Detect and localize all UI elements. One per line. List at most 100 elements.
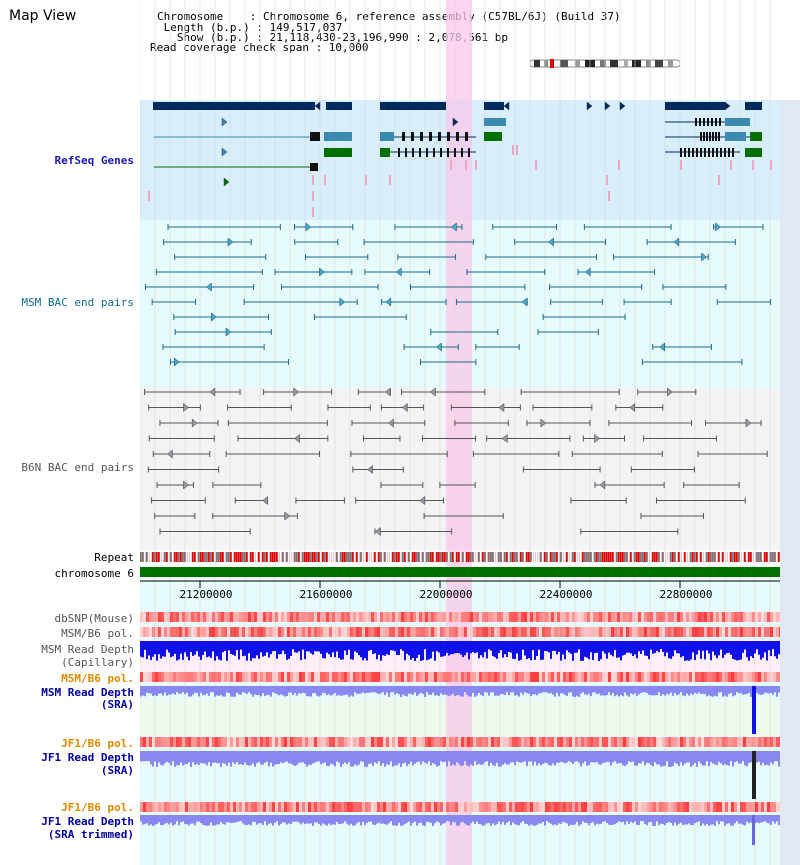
depth-bar (668, 641, 670, 659)
msm-bac-track[interactable] (144, 222, 772, 367)
depth-bar (700, 751, 702, 764)
depth-bar (632, 686, 634, 695)
depth-bar (374, 641, 376, 654)
heat-cell (485, 672, 488, 682)
heat-cell (755, 802, 758, 812)
depth-bar (312, 641, 314, 655)
depth-bar (560, 815, 562, 824)
depth-bar (652, 686, 654, 696)
depth-bar (562, 751, 564, 763)
depth-bar (328, 641, 330, 655)
depth-bar (326, 815, 328, 826)
depth-bar (232, 815, 234, 823)
depth-bar (160, 641, 162, 659)
heat-cell (686, 627, 689, 637)
heat-cell (206, 627, 209, 637)
heat-cell (452, 802, 455, 812)
heat-cell (350, 627, 353, 637)
track-label-jf1-pol[interactable]: JF1/B6 pol. (61, 737, 134, 750)
heat-cell (149, 737, 152, 747)
depth-bar (728, 641, 730, 653)
heat-cell (323, 802, 326, 812)
track-label-b6n-bac[interactable]: B6N BAC end pairs (21, 461, 134, 474)
repeat-mark (660, 552, 662, 562)
track-label-msm-depth-capillary[interactable]: MSM Read Depth (41, 643, 134, 656)
depth-bar (380, 686, 382, 694)
depth-bar (230, 641, 232, 654)
depth-bar (642, 641, 644, 651)
depth-bar (718, 641, 720, 656)
depth-bar (640, 751, 642, 764)
depth-bar (324, 641, 326, 659)
depth-bar (548, 815, 550, 823)
heat-cell (647, 612, 650, 622)
exon (700, 132, 702, 141)
track-label-msm-pol-2[interactable]: MSM/B6 pol. (61, 672, 134, 685)
axis-tick-label: 22800000 (660, 588, 713, 601)
depth-bar (286, 815, 288, 825)
depth-bar (420, 686, 422, 693)
depth-bar (254, 815, 256, 822)
track-label-jf1-depth-trim[interactable]: JF1 Read Depth (41, 815, 134, 828)
depth-bar (160, 686, 162, 694)
depth-bar (362, 751, 364, 762)
depth-bar (156, 751, 158, 767)
depth-bar (634, 751, 636, 766)
depth-bar (230, 751, 232, 767)
heat-cell (560, 672, 563, 682)
repeat-track[interactable] (140, 552, 780, 562)
repeat-mark (296, 552, 298, 562)
repeat-mark (620, 552, 622, 562)
heat-cell (488, 802, 491, 812)
b6n-bac-track[interactable] (144, 387, 768, 537)
heat-cell (524, 612, 527, 622)
track-label-msm-pol[interactable]: MSM/B6 pol. (61, 627, 134, 640)
heat-cell (776, 672, 779, 682)
heat-cell (293, 612, 296, 622)
repeat-mark (226, 552, 228, 562)
depth-bar (384, 751, 386, 767)
heat-cell (275, 672, 278, 682)
track-label-dbsnp[interactable]: dbSNP(Mouse) (54, 612, 134, 625)
depth-bar (442, 686, 444, 695)
track-panel[interactable]: 21200000 21600000 22000000 22400000 22800000 (140, 0, 780, 865)
repeat-mark (628, 552, 630, 562)
depth-bar (508, 815, 510, 822)
depth-bar (360, 686, 362, 694)
heat-cell (689, 627, 692, 637)
depth-bar (370, 641, 372, 650)
track-label-msm-bac[interactable]: MSM BAC end pairs (21, 296, 134, 309)
heat-cell (146, 612, 149, 622)
track-label-refseq[interactable]: RefSeq Genes (54, 154, 134, 167)
repeat-mark (776, 552, 778, 562)
heat-cell (410, 802, 413, 812)
heat-cell (209, 672, 212, 682)
heatmap-tracks (140, 612, 780, 812)
heat-cell (143, 737, 146, 747)
depth-bar (528, 686, 530, 694)
heat-cell (665, 672, 668, 682)
refseq-genes-track[interactable] (148, 101, 772, 217)
depth-bar (192, 686, 194, 695)
depth-bar (142, 686, 144, 696)
track-label-jf1-depth-sra[interactable]: JF1 Read Depth (41, 751, 134, 764)
heat-cell (584, 612, 587, 622)
track-label-jf1-pol-2[interactable]: JF1/B6 pol. (61, 801, 134, 814)
depth-bar (542, 815, 544, 822)
heat-cell (668, 627, 671, 637)
track-label-msm-depth-sra[interactable]: MSM Read Depth (41, 686, 134, 699)
depth-bar (392, 751, 394, 767)
heat-cell (362, 627, 365, 637)
depth-bar (492, 686, 494, 693)
track-label-repeat[interactable]: Repeat (94, 551, 134, 564)
repeat-mark (268, 552, 270, 562)
heat-cell (197, 737, 200, 747)
selected-region-highlight[interactable] (446, 0, 472, 865)
depth-bar (678, 641, 680, 654)
heat-cell (239, 737, 242, 747)
heat-cell (401, 672, 404, 682)
depth-bar (300, 641, 302, 661)
heat-cell (149, 627, 152, 637)
depth-bar (454, 686, 456, 696)
heat-cell (536, 627, 539, 637)
